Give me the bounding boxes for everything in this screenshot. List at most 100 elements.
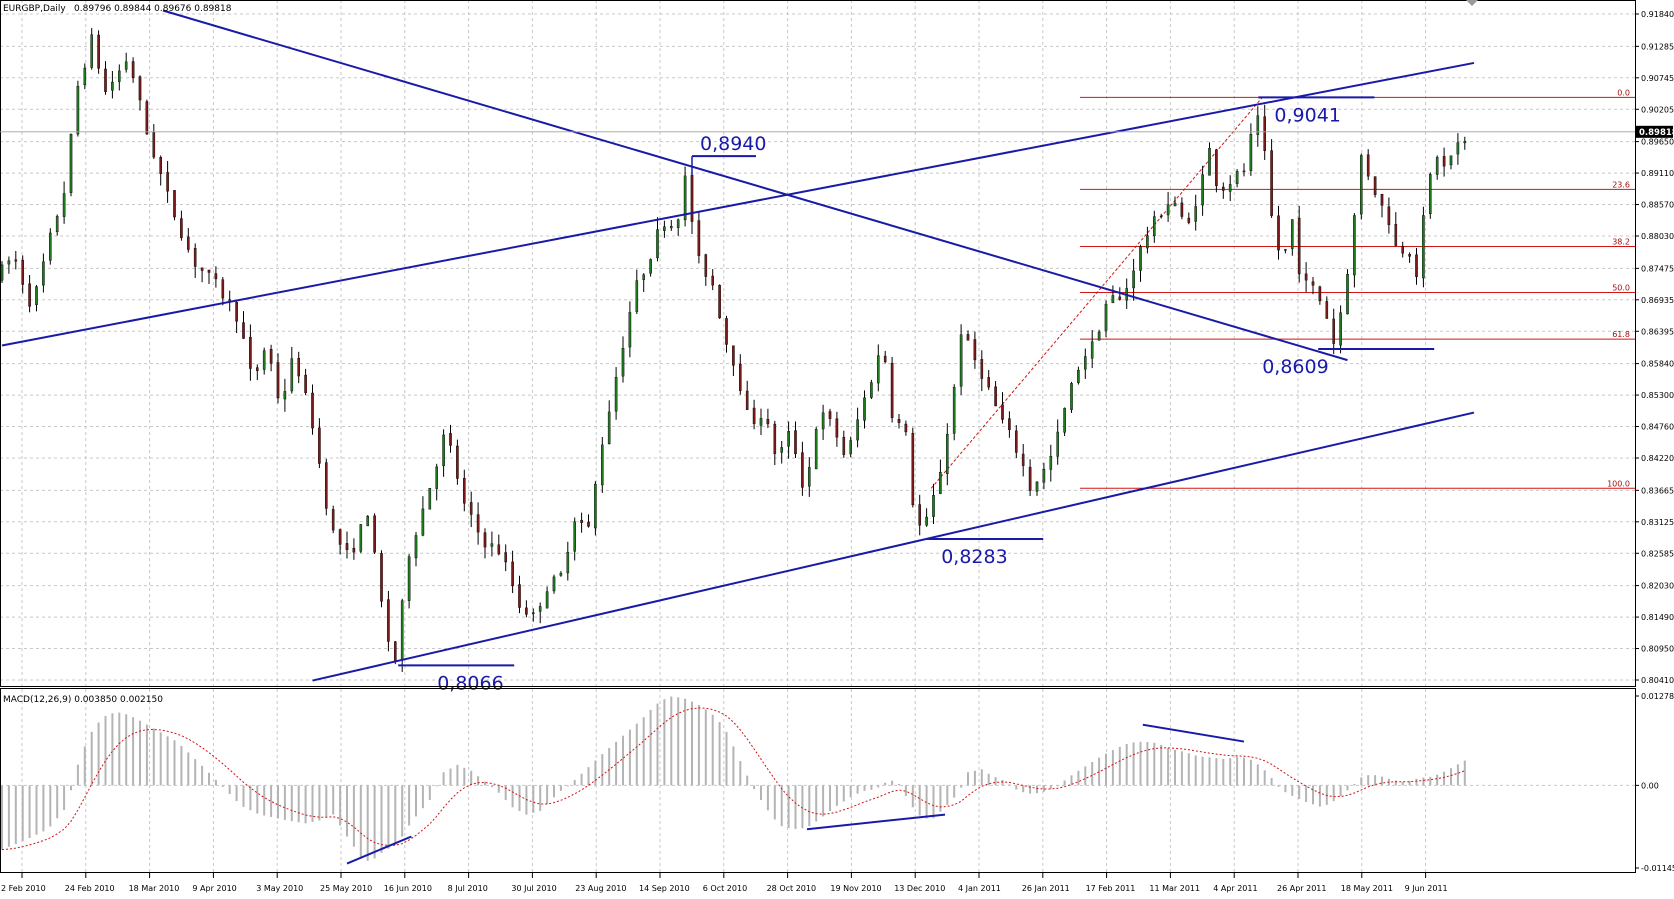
candle-bear: [1221, 186, 1225, 191]
price-tick-label: 0.84220: [1641, 454, 1674, 463]
macd-bar: [270, 785, 273, 818]
price-tick-label: 0.86395: [1641, 327, 1674, 336]
macd-bar: [1222, 758, 1225, 786]
macd-bar: [332, 785, 335, 815]
macd-bar: [1153, 742, 1156, 786]
macd-bar: [904, 785, 907, 796]
macd-bar: [829, 785, 831, 811]
candle-bear: [794, 430, 797, 455]
candle-bear: [200, 267, 204, 271]
macd-bar: [187, 752, 190, 786]
macd-bar: [1111, 750, 1114, 786]
candle-bear: [525, 607, 528, 615]
macd-bar: [532, 785, 535, 813]
macd-bar: [1049, 785, 1052, 789]
macd-bar: [249, 785, 252, 811]
macd-bar: [753, 785, 756, 790]
candle-bear: [835, 418, 839, 438]
macd-bar: [518, 785, 521, 811]
macd-bar: [1332, 785, 1335, 802]
candle-bear: [1021, 453, 1025, 466]
macd-bar: [435, 785, 438, 787]
macd-bar: [428, 785, 431, 800]
macd-bar: [173, 740, 176, 786]
candle-bull: [559, 573, 563, 576]
candle-bull: [594, 483, 597, 529]
macd-bar: [7, 785, 10, 847]
scroll-marker-icon[interactable]: [1466, 0, 1478, 6]
macd-bar: [925, 785, 928, 819]
candle-bear: [373, 515, 376, 553]
macd-bar: [1139, 741, 1142, 786]
candle-bear: [497, 544, 501, 555]
price-tick-label: 0.82030: [1641, 582, 1674, 591]
candle-bear: [973, 339, 977, 361]
candle-bear: [28, 283, 31, 307]
candle-bull: [1083, 356, 1087, 370]
candle-bull: [628, 312, 632, 348]
macd-bar: [477, 776, 480, 786]
macd-bar: [228, 785, 231, 794]
candle-bull: [1353, 215, 1356, 276]
candle-bull: [863, 397, 866, 421]
candle-bear: [242, 322, 245, 339]
price-tick-label: 0.90205: [1641, 105, 1674, 114]
candle-bear: [773, 423, 777, 454]
macd-bar: [718, 722, 721, 786]
macd-bar: [615, 741, 618, 786]
candle-bull: [683, 175, 687, 221]
macd-bar: [208, 772, 210, 786]
macd-bar: [946, 785, 949, 805]
date-label: 30 Jul 2010: [511, 884, 556, 893]
macd-bar: [994, 777, 997, 786]
candle-bull: [670, 226, 673, 229]
price-tick-label: 0.80410: [1641, 676, 1674, 685]
candle-bear: [1311, 281, 1315, 286]
macd-bar: [346, 785, 348, 837]
price-tick-label: 0.85840: [1641, 360, 1674, 369]
candle-bull: [552, 576, 556, 592]
candle-bear: [966, 334, 970, 341]
macd-bar: [1008, 784, 1011, 786]
candle-bear: [1415, 254, 1418, 277]
macd-bar: [822, 785, 825, 817]
candle-bull: [1049, 456, 1053, 470]
macd-bar: [732, 746, 735, 786]
candle-bear: [318, 427, 321, 464]
macd-bar: [1098, 757, 1101, 786]
macd-bar: [256, 785, 259, 814]
trendlines[interactable]: [1, 9, 1475, 682]
candle-bear: [235, 302, 238, 322]
macd-bar: [1456, 764, 1459, 786]
candle-bear: [1284, 249, 1287, 251]
candle-bull: [1097, 331, 1101, 341]
macd-bar: [684, 698, 687, 786]
date-label: 11 Mar 2011: [1149, 884, 1200, 893]
macd-bar: [559, 785, 562, 791]
macd-bar: [463, 767, 466, 786]
macd-bar: [263, 785, 266, 816]
candle-bear: [725, 318, 728, 345]
macd-bar: [1243, 757, 1245, 786]
macd-bar: [1394, 780, 1397, 786]
candle-bear: [186, 236, 190, 250]
macd-bar: [1277, 785, 1280, 787]
candle-bear: [449, 433, 452, 446]
macd-bar: [194, 759, 197, 786]
candle-bull: [607, 411, 611, 445]
macd-bar: [221, 785, 224, 787]
candle-bear: [456, 445, 459, 479]
macd-bar: [1436, 774, 1439, 786]
price-axis[interactable]: 0.91840 0.91285 0.90745 0.90205 0.89650 0.891…: [0, 10, 1674, 685]
macd-bar: [1070, 775, 1073, 786]
date-label: 13 Dec 2010: [894, 884, 945, 893]
candle-bear: [1277, 215, 1280, 251]
macd-bar: [960, 785, 963, 788]
macd-bar: [891, 780, 894, 786]
price-annotation: 0,8940: [700, 133, 766, 155]
candle-bull: [1042, 469, 1046, 483]
macd-bar: [1146, 742, 1149, 786]
candle-bear: [918, 504, 921, 526]
candle-bull: [35, 286, 38, 306]
